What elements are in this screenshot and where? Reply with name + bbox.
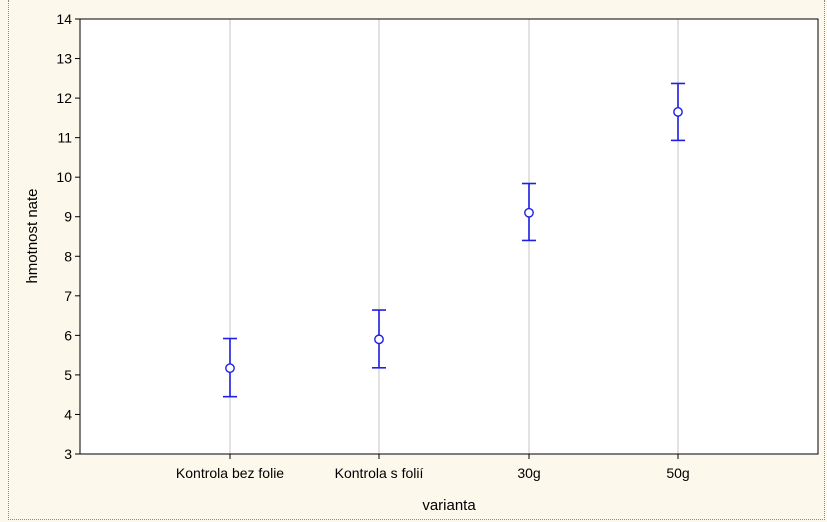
x-tick-label: Kontrola bez folie — [176, 465, 284, 481]
plot-border — [79, 18, 819, 455]
y-tick-label: 8 — [64, 248, 72, 264]
y-tick-label: 6 — [64, 327, 72, 343]
axes — [79, 18, 819, 455]
data-point — [524, 207, 534, 218]
x-tick-label: Kontrola s folií — [335, 465, 424, 481]
y-tick-label: 9 — [64, 209, 72, 225]
y-tick-label: 4 — [64, 406, 72, 422]
x-axis-label: varianta — [422, 497, 476, 514]
y-tick-label: 10 — [56, 169, 72, 185]
y-tick-label: 7 — [64, 288, 72, 304]
x-tick-label: 30g — [517, 465, 540, 481]
x-ticks: Kontrola bez folie Kontrola s folií 30g 50g — [176, 454, 690, 481]
y-ticks: 3 4 5 6 7 8 9 10 11 12 13 14 — [56, 11, 80, 462]
data-marks — [223, 82, 685, 398]
plot-area — [80, 19, 818, 454]
y-tick-label: 3 — [64, 446, 72, 462]
x-tick-label: 50g — [666, 465, 689, 481]
y-tick-label: 12 — [56, 90, 72, 106]
y-axis-label: hmotnost nate — [24, 188, 41, 283]
y-tick-label: 14 — [56, 11, 72, 27]
data-point — [673, 107, 683, 117]
y-tick-label: 11 — [57, 130, 72, 146]
y-tick-label: 5 — [64, 367, 72, 383]
data-point — [225, 363, 235, 374]
y-tick-label: 13 — [56, 51, 72, 67]
chart-frame — [8, 0, 825, 520]
data-point — [374, 334, 384, 345]
